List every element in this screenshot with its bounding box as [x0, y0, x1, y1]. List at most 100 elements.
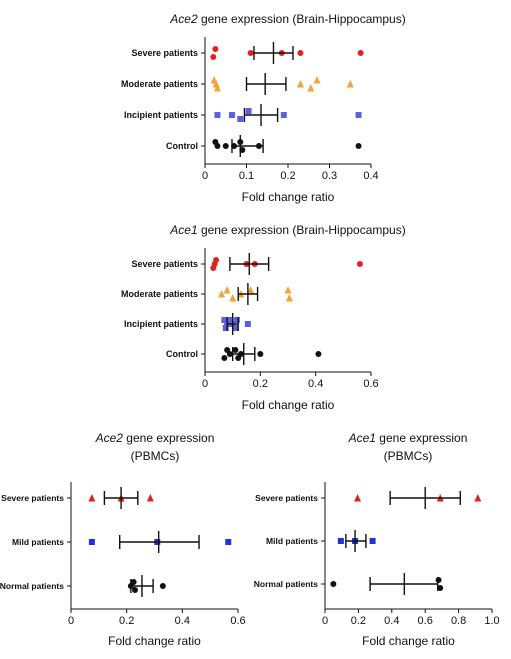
data-point: [159, 583, 166, 589]
x-tick-label: 0.2: [253, 378, 268, 390]
series-2: [337, 530, 376, 552]
data-point: [146, 494, 154, 502]
x-tick-label: 0.4: [363, 170, 378, 182]
x-tick-label: 0.4: [308, 378, 323, 390]
series-1: [354, 487, 482, 509]
category-label: Severe patients: [1, 493, 64, 503]
series-2: [210, 73, 354, 95]
data-point: [297, 50, 304, 56]
category-label: Moderate patients: [121, 289, 198, 299]
series-2: [218, 283, 293, 305]
x-axis-label: Fold change ratio: [108, 634, 201, 648]
data-point: [244, 321, 251, 327]
data-point: [315, 351, 322, 357]
chart-title-gene: Ace2: [169, 12, 198, 26]
data-point: [233, 317, 240, 323]
data-point: [226, 317, 233, 323]
x-tick-label: 0.1: [239, 170, 254, 182]
x-tick-label: 0: [202, 378, 208, 390]
series-3: [127, 575, 166, 597]
x-tick-label: 1.0: [484, 615, 499, 627]
data-point: [213, 84, 221, 92]
data-point: [280, 112, 287, 118]
chart-title-gene: Ace1: [169, 223, 197, 237]
series-1: [88, 487, 154, 509]
data-point: [229, 294, 237, 302]
chart-title-gene: Ace2: [95, 431, 124, 445]
data-point: [212, 46, 219, 52]
series-3: [221, 313, 251, 335]
data-point: [225, 539, 232, 545]
series-1: [210, 253, 363, 275]
data-point: [218, 290, 226, 298]
category-label: Normal patients: [0, 581, 64, 591]
data-point: [284, 286, 292, 294]
category-label: Mild patients: [12, 537, 64, 547]
x-tick-label: 0: [68, 615, 74, 627]
x-tick-label: 0.4: [175, 615, 190, 627]
x-tick-label: 0.2: [351, 615, 366, 627]
data-point: [285, 294, 293, 302]
data-point: [330, 581, 337, 587]
chart-title-rest: gene expression (Brain-Hippocampus): [198, 12, 406, 26]
series-3: [330, 573, 444, 595]
series-4: [212, 135, 362, 157]
chart-4: Ace1 gene expression (PBMCs) 0 0.2 0.4 0.6 0.8…: [254, 431, 500, 648]
data-point: [226, 351, 233, 357]
data-point: [247, 286, 255, 294]
chart-3: Ace2 gene expression (PBMCs) 0 0.2 0.4 0.6 Fol…: [0, 431, 246, 648]
x-tick-label: 0.3: [322, 170, 337, 182]
chart-title-rest: gene expression: [376, 431, 467, 445]
data-point: [346, 80, 354, 88]
data-point: [355, 143, 362, 149]
chart-1: Ace2 gene expression (Brain-Hippocampus)…: [121, 12, 406, 204]
x-tick-label: 0.6: [418, 615, 433, 627]
data-point: [214, 112, 221, 118]
series-1: [210, 42, 364, 64]
data-point: [474, 494, 482, 502]
chart-title-rest: gene expression (Brain-Hippocampus): [198, 223, 406, 237]
data-point: [132, 587, 139, 593]
category-label: Severe patients: [131, 48, 198, 58]
chart-2: Ace1 gene expression (Brain-Hippocampus)…: [121, 223, 406, 412]
data-point: [88, 494, 96, 502]
data-point: [214, 143, 221, 149]
chart-title-rest: gene expression: [123, 431, 214, 445]
data-point: [247, 50, 254, 56]
category-label: Mild patients: [266, 536, 318, 546]
x-tick-label: 0.8: [451, 615, 466, 627]
data-point: [213, 257, 220, 263]
category-label: Control: [166, 141, 198, 151]
x-axis-label: Fold change ratio: [242, 190, 335, 204]
chart-title: Ace1 gene expression: [348, 431, 468, 445]
x-tick-label: 0.6: [363, 378, 378, 390]
data-point: [354, 494, 362, 502]
x-tick-label: 0: [202, 170, 208, 182]
data-point: [356, 261, 363, 267]
data-point: [223, 286, 231, 294]
data-point: [313, 76, 321, 84]
x-tick-label: 0.6: [230, 615, 245, 627]
x-tick-label: 0.2: [119, 615, 134, 627]
category-label: Incipient patients: [124, 319, 198, 329]
x-tick-label: 0.4: [384, 615, 399, 627]
data-point: [222, 143, 229, 149]
category-label: Severe patients: [131, 259, 198, 269]
data-point: [307, 84, 315, 92]
data-point: [228, 112, 235, 118]
chart-title-line2: (PBMCs): [131, 449, 180, 463]
chart-title: Ace2 gene expression (Brain-Hippocampus): [169, 12, 405, 26]
chart-title: Ace2 gene expression: [95, 431, 215, 445]
category-label: Control: [166, 349, 198, 359]
category-label: Moderate patients: [121, 79, 198, 89]
data-point: [355, 112, 362, 118]
data-point: [437, 585, 444, 591]
category-label: Incipient patients: [124, 110, 198, 120]
chart-title: Ace1 gene expression (Brain-Hippocampus): [169, 223, 405, 237]
data-point: [232, 325, 239, 331]
data-point: [245, 108, 252, 114]
chart-title-gene: Ace1: [348, 431, 376, 445]
data-point: [130, 579, 137, 585]
data-point: [232, 347, 239, 353]
